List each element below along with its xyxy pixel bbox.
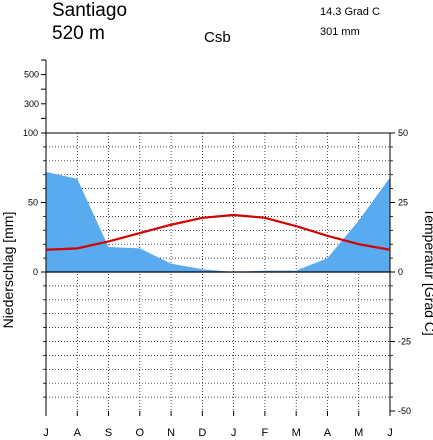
left-axis-label: Niederschlag [mm]: [0, 212, 16, 329]
month-label-6: J: [231, 427, 237, 439]
right-tick-label: 50: [398, 128, 408, 138]
mean-temperature: 14.3 Grad C: [320, 6, 380, 18]
left-tick-label: 100: [23, 128, 38, 138]
month-label-3: O: [136, 427, 145, 439]
left-tick-label: 300: [24, 99, 39, 109]
month-label-4: N: [167, 427, 175, 439]
axes: [41, 59, 395, 416]
precipitation-area: [46, 171, 390, 272]
month-label-7: F: [262, 427, 269, 439]
month-label-8: M: [292, 427, 301, 439]
annual-precipitation: 301 mm: [320, 26, 360, 38]
temperature-line: [45, 213, 391, 251]
left-tick-label: 500: [24, 70, 39, 80]
month-label-0: J: [43, 427, 49, 439]
tick-labels: 300 500 0 50 100 50 25 0 -25 -50 J A S O N D J F M A M J: [23, 70, 411, 439]
left-tick-label: 0: [33, 267, 38, 277]
month-label-1: A: [74, 427, 82, 439]
month-label-5: D: [198, 427, 206, 439]
precipitation-area-layer: [46, 171, 390, 272]
right-tick-label: 25: [398, 198, 408, 208]
right-axis-label: Temperatur [Grad C]: [422, 208, 433, 336]
month-label-2: S: [105, 427, 112, 439]
month-label-11: J: [387, 427, 393, 439]
right-tick-label: 0: [398, 267, 403, 277]
grid: [46, 133, 390, 411]
month-label-9: A: [324, 427, 332, 439]
station-name: Santiago: [52, 0, 127, 21]
month-label-10: M: [354, 427, 363, 439]
left-tick-label: 50: [28, 198, 38, 208]
temperature-line-layer: [45, 213, 391, 251]
climate-class: Csb: [204, 29, 231, 46]
right-tick-label: -50: [398, 406, 411, 416]
station-elevation: 520 m: [52, 23, 105, 44]
right-tick-label: -25: [398, 337, 411, 347]
